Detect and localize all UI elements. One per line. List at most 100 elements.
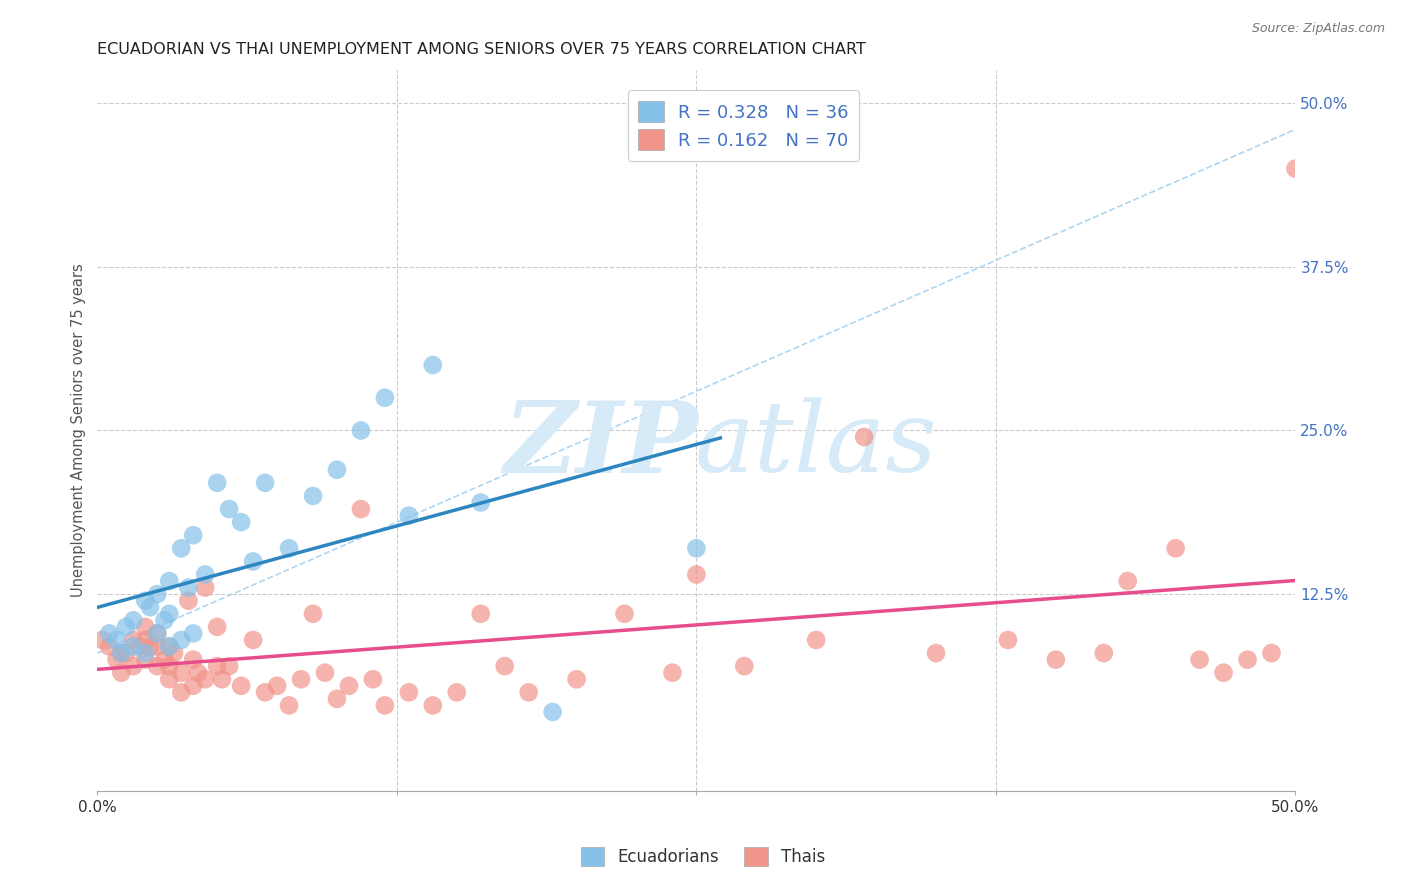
Point [122, 632, 145, 647]
Point [470, 495, 492, 509]
Point [122, 659, 145, 673]
Text: ECUADORIAN VS THAI UNEMPLOYMENT AMONG SENIORS OVER 75 YEARS CORRELATION CHART: ECUADORIAN VS THAI UNEMPLOYMENT AMONG SE… [97, 42, 866, 57]
Text: ZIP: ZIP [503, 397, 697, 493]
Point [170, 665, 193, 680]
Point [181, 652, 204, 666]
Point [110, 646, 132, 660]
Point [146, 626, 169, 640]
Point [1236, 652, 1258, 666]
Point [685, 567, 707, 582]
Point [157, 640, 180, 654]
Point [157, 574, 180, 588]
Y-axis label: Unemployment Among Seniors over 75 years: Unemployment Among Seniors over 75 years [72, 264, 86, 598]
Point [613, 607, 636, 621]
Point [254, 475, 277, 490]
Point [1284, 161, 1306, 176]
Point [153, 652, 176, 666]
Point [326, 463, 349, 477]
Point [194, 567, 217, 582]
Legend: R = 0.328   N = 36, R = 0.162   N = 70: R = 0.328 N = 36, R = 0.162 N = 70 [627, 90, 859, 161]
Point [110, 665, 132, 680]
Point [157, 607, 180, 621]
Point [91, 632, 114, 647]
Point [177, 593, 200, 607]
Point [853, 430, 876, 444]
Point [326, 692, 349, 706]
Point [290, 672, 312, 686]
Point [98, 626, 121, 640]
Point [177, 581, 200, 595]
Point [122, 613, 145, 627]
Point [997, 632, 1019, 647]
Point [205, 659, 228, 673]
Point [98, 640, 121, 654]
Point [422, 358, 444, 372]
Point [115, 646, 138, 660]
Point [398, 685, 420, 699]
Point [205, 475, 228, 490]
Text: Source: ZipAtlas.com: Source: ZipAtlas.com [1251, 22, 1385, 36]
Point [1164, 541, 1187, 556]
Point [446, 685, 468, 699]
Point [266, 679, 288, 693]
Point [685, 541, 707, 556]
Point [134, 646, 156, 660]
Point [242, 632, 264, 647]
Point [242, 554, 264, 568]
Point [134, 652, 156, 666]
Point [139, 600, 162, 615]
Point [157, 640, 180, 654]
Point [661, 665, 683, 680]
Point [205, 620, 228, 634]
Legend: Ecuadorians, Thais: Ecuadorians, Thais [572, 838, 834, 875]
Point [1092, 646, 1115, 660]
Point [925, 646, 948, 660]
Point [105, 632, 128, 647]
Point [134, 593, 156, 607]
Point [229, 515, 252, 529]
Point [398, 508, 420, 523]
Point [278, 698, 301, 713]
Point [170, 632, 193, 647]
Point [337, 679, 360, 693]
Point [350, 424, 373, 438]
Point [146, 659, 169, 673]
Point [494, 659, 516, 673]
Point [163, 646, 186, 660]
Point [278, 541, 301, 556]
Point [211, 672, 233, 686]
Point [146, 587, 169, 601]
Point [1212, 665, 1234, 680]
Point [194, 672, 217, 686]
Point [134, 632, 156, 647]
Point [170, 541, 193, 556]
Point [302, 607, 325, 621]
Point [181, 528, 204, 542]
Point [181, 626, 204, 640]
Point [110, 646, 132, 660]
Point [187, 665, 209, 680]
Point [194, 581, 217, 595]
Point [517, 685, 540, 699]
Point [218, 659, 240, 673]
Point [115, 620, 138, 634]
Point [374, 698, 396, 713]
Point [170, 685, 193, 699]
Point [105, 652, 128, 666]
Point [541, 705, 564, 719]
Point [314, 665, 336, 680]
Point [157, 659, 180, 673]
Point [1045, 652, 1067, 666]
Point [139, 640, 162, 654]
Point [134, 620, 156, 634]
Point [565, 672, 588, 686]
Point [422, 698, 444, 713]
Point [153, 613, 176, 627]
Point [181, 679, 204, 693]
Point [806, 632, 828, 647]
Point [157, 672, 180, 686]
Point [254, 685, 277, 699]
Point [1188, 652, 1211, 666]
Point [374, 391, 396, 405]
Point [122, 640, 145, 654]
